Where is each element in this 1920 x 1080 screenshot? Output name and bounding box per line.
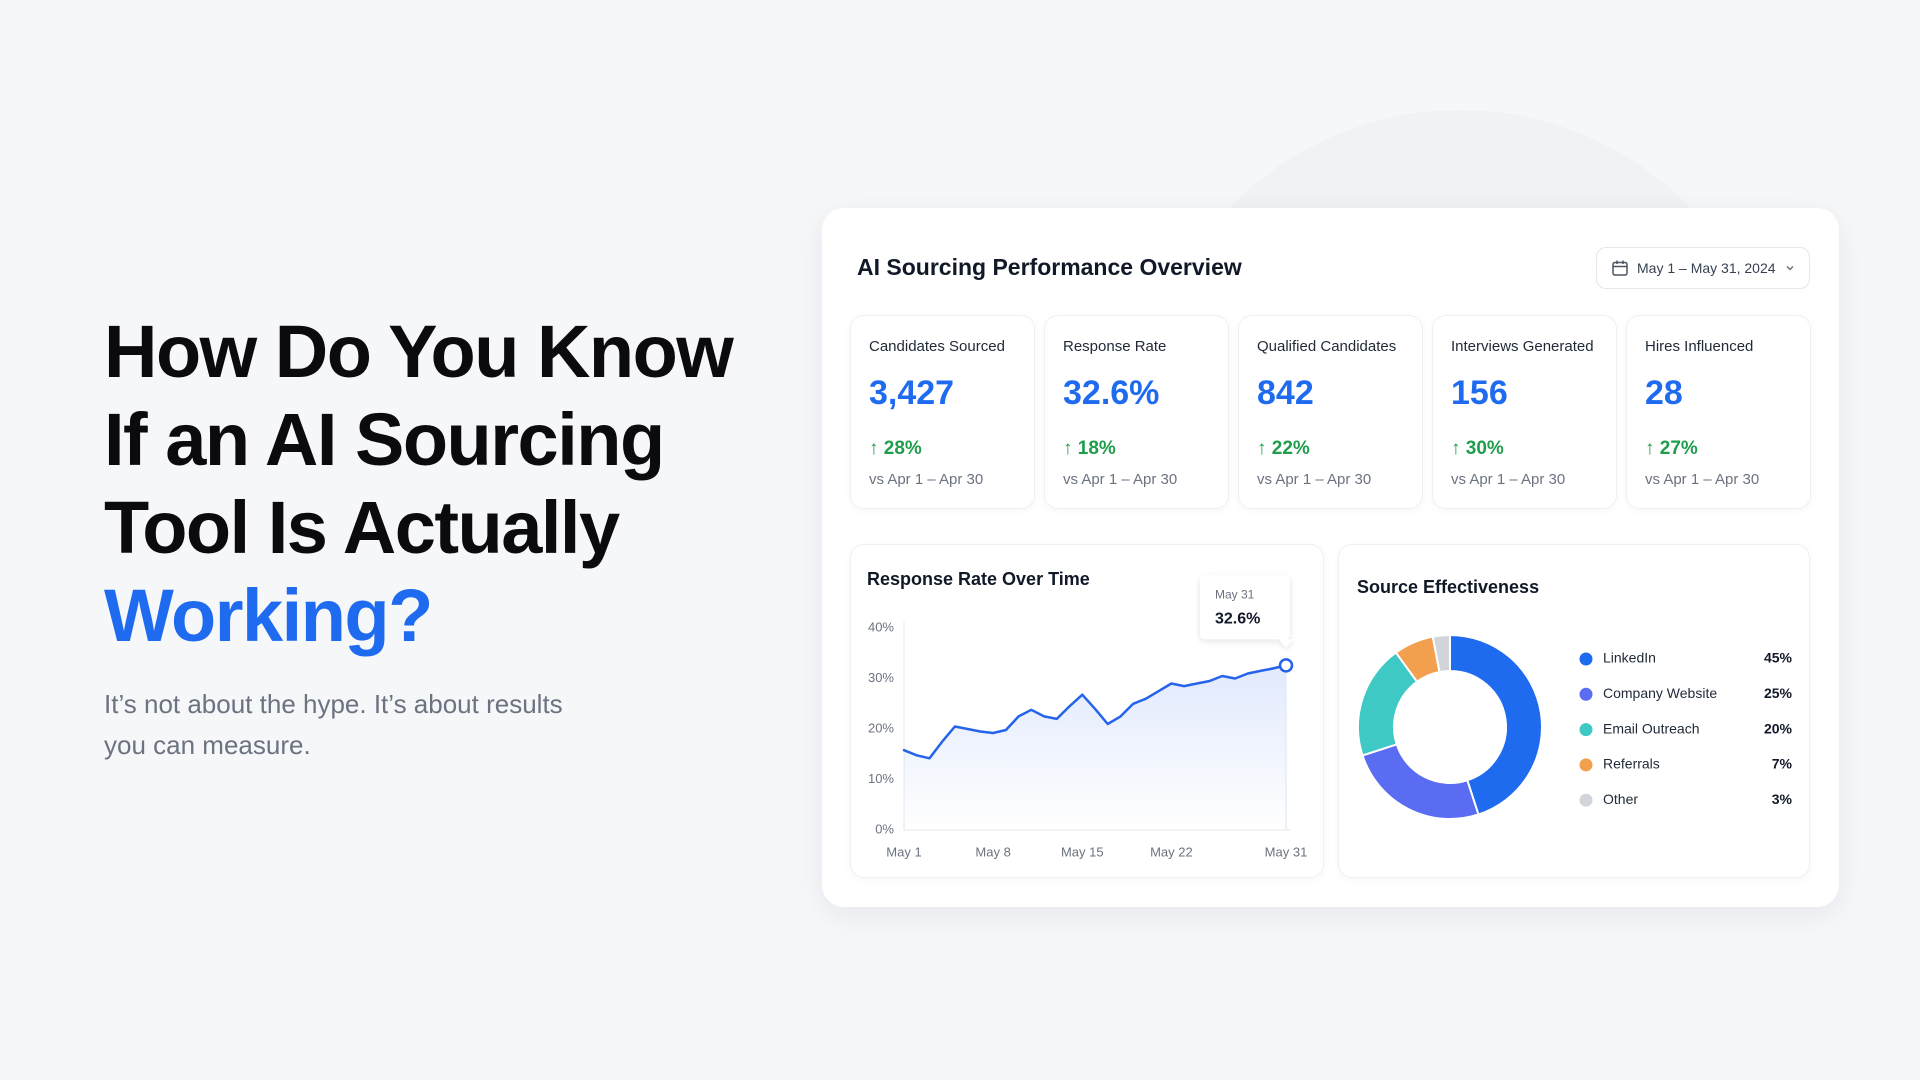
kpi-value: 28: [1645, 374, 1683, 412]
legend-dot: [1579, 758, 1593, 772]
kpi-compare: vs Apr 1 – Apr 30: [1645, 471, 1760, 488]
legend-value: 45%: [1764, 650, 1793, 666]
up-arrow: ↑: [1257, 438, 1272, 459]
kpi-compare: vs Apr 1 – Apr 30: [1257, 471, 1372, 488]
headline-line: How Do You Know: [104, 310, 734, 393]
legend-dot: [1579, 687, 1593, 701]
legend-dot: [1579, 793, 1593, 807]
kpi-value: 842: [1257, 374, 1314, 412]
up-arrow: ↑: [1451, 438, 1466, 459]
donut-chart-title: Source Effectiveness: [1357, 577, 1539, 597]
kpi-value: 32.6%: [1063, 374, 1160, 412]
kpi-change: ↑ 18%: [1063, 438, 1116, 460]
legend-value: 25%: [1764, 685, 1793, 701]
x-tick-label: May 1: [886, 844, 921, 859]
kpi-card: Hires Influenced 28 ↑ 27% vs Apr 1 – Apr 30: [1626, 315, 1811, 509]
kpi-label: Response Rate: [1063, 338, 1167, 355]
up-arrow: ↑: [869, 438, 884, 459]
line-series: [902, 664, 1288, 760]
kpi-change-value: 22%: [1271, 438, 1310, 459]
kpi-label: Candidates Sourced: [869, 338, 1005, 355]
date-range-text: May 1 – May 31, 2024: [1637, 260, 1776, 276]
kpi-change: ↑ 22%: [1257, 438, 1310, 460]
subtitle: It’s not about the hype. It’s about resu…: [104, 684, 563, 766]
tooltip: [1200, 575, 1293, 648]
kpi-compare: vs Apr 1 – Apr 30: [1063, 471, 1178, 488]
donut-slice: [1449, 633, 1543, 816]
kpi-card: Candidates Sourced 3,427 ↑ 28% vs Apr 1 – A…: [850, 315, 1035, 509]
subtitle-line: you can measure.: [104, 730, 311, 760]
y-tick-label: 10%: [868, 771, 894, 786]
y-tick-label: 40%: [868, 619, 894, 634]
y-tick-label: 0%: [875, 821, 894, 836]
kpi-change: ↑ 27%: [1645, 438, 1698, 460]
kpi-change-value: 18%: [1077, 438, 1116, 459]
kpi-value: 3,427: [869, 374, 955, 412]
tooltip-date: May 31: [1215, 588, 1255, 602]
donut-chart-panel: [1338, 544, 1810, 878]
kpi-change-value: 28%: [883, 438, 922, 459]
kpi-value: 156: [1451, 374, 1508, 412]
kpi-label: Hires Influenced: [1645, 338, 1754, 355]
headline-line: Tool Is Actually: [104, 486, 620, 569]
kpi-compare: vs Apr 1 – Apr 30: [1451, 471, 1566, 488]
headline-line: If an AI Sourcing: [104, 398, 665, 481]
kpi-label: Qualified Candidates: [1257, 338, 1397, 355]
kpi-label: Interviews Generated: [1451, 338, 1594, 355]
legend-value: 7%: [1772, 756, 1793, 772]
kpi-card: Qualified Candidates 842 ↑ 22% vs Apr 1 – A…: [1238, 315, 1423, 509]
legend-label: Referrals: [1603, 756, 1660, 772]
line-area: [904, 665, 1286, 830]
kpi-change: ↑ 28%: [869, 438, 922, 460]
headline-highlight: Working?: [104, 574, 433, 657]
x-tick-label: May 31: [1265, 844, 1308, 859]
kpi-card: Response Rate 32.6% ↑ 18% vs Apr 1 – Apr 30: [1044, 315, 1229, 509]
y-tick-label: 30%: [868, 670, 894, 685]
calendar-icon: [1612, 260, 1628, 276]
tooltip-value: 32.6%: [1215, 611, 1260, 628]
line-chart-title: Response Rate Over Time: [867, 569, 1090, 589]
headline: How Do You Know If an AI Sourcing Tool I…: [104, 308, 734, 660]
legend-dot: [1579, 652, 1593, 666]
kpi-change: ↑ 30%: [1451, 438, 1504, 460]
kpi-card: Interviews Generated 156 ↑ 30% vs Apr 1 – A…: [1432, 315, 1617, 509]
highlight-point: [1278, 658, 1294, 673]
subtitle-line: It’s not about the hype. It’s about resu…: [104, 689, 563, 719]
legend-label: Other: [1603, 791, 1638, 807]
donut-slice: [1361, 743, 1480, 820]
legend-value: 3%: [1772, 791, 1793, 807]
up-arrow: ↑: [1645, 438, 1660, 459]
legend-value: 20%: [1764, 720, 1793, 736]
up-arrow: ↑: [1063, 438, 1078, 459]
dashboard-title: AI Sourcing Performance Overview: [857, 254, 1242, 280]
kpi-change-value: 30%: [1465, 438, 1504, 459]
x-tick-label: May 8: [975, 844, 1010, 859]
kpi-change-value: 27%: [1659, 438, 1698, 459]
donut-slice: [1431, 633, 1451, 674]
tooltip-box: [1200, 575, 1293, 648]
x-tick-label: May 15: [1061, 844, 1104, 859]
chevron-icon: [1786, 265, 1794, 271]
legend-label: Email Outreach: [1603, 720, 1699, 736]
legend-label: Company Website: [1603, 685, 1717, 701]
y-tick-label: 20%: [868, 720, 894, 735]
legend-dot: [1579, 723, 1593, 737]
x-tick-label: May 22: [1150, 844, 1193, 859]
date-range-picker[interactable]: May 1 – May 31, 2024: [1596, 247, 1810, 289]
kpi-compare: vs Apr 1 – Apr 30: [869, 471, 984, 488]
legend-label: LinkedIn: [1603, 650, 1656, 666]
